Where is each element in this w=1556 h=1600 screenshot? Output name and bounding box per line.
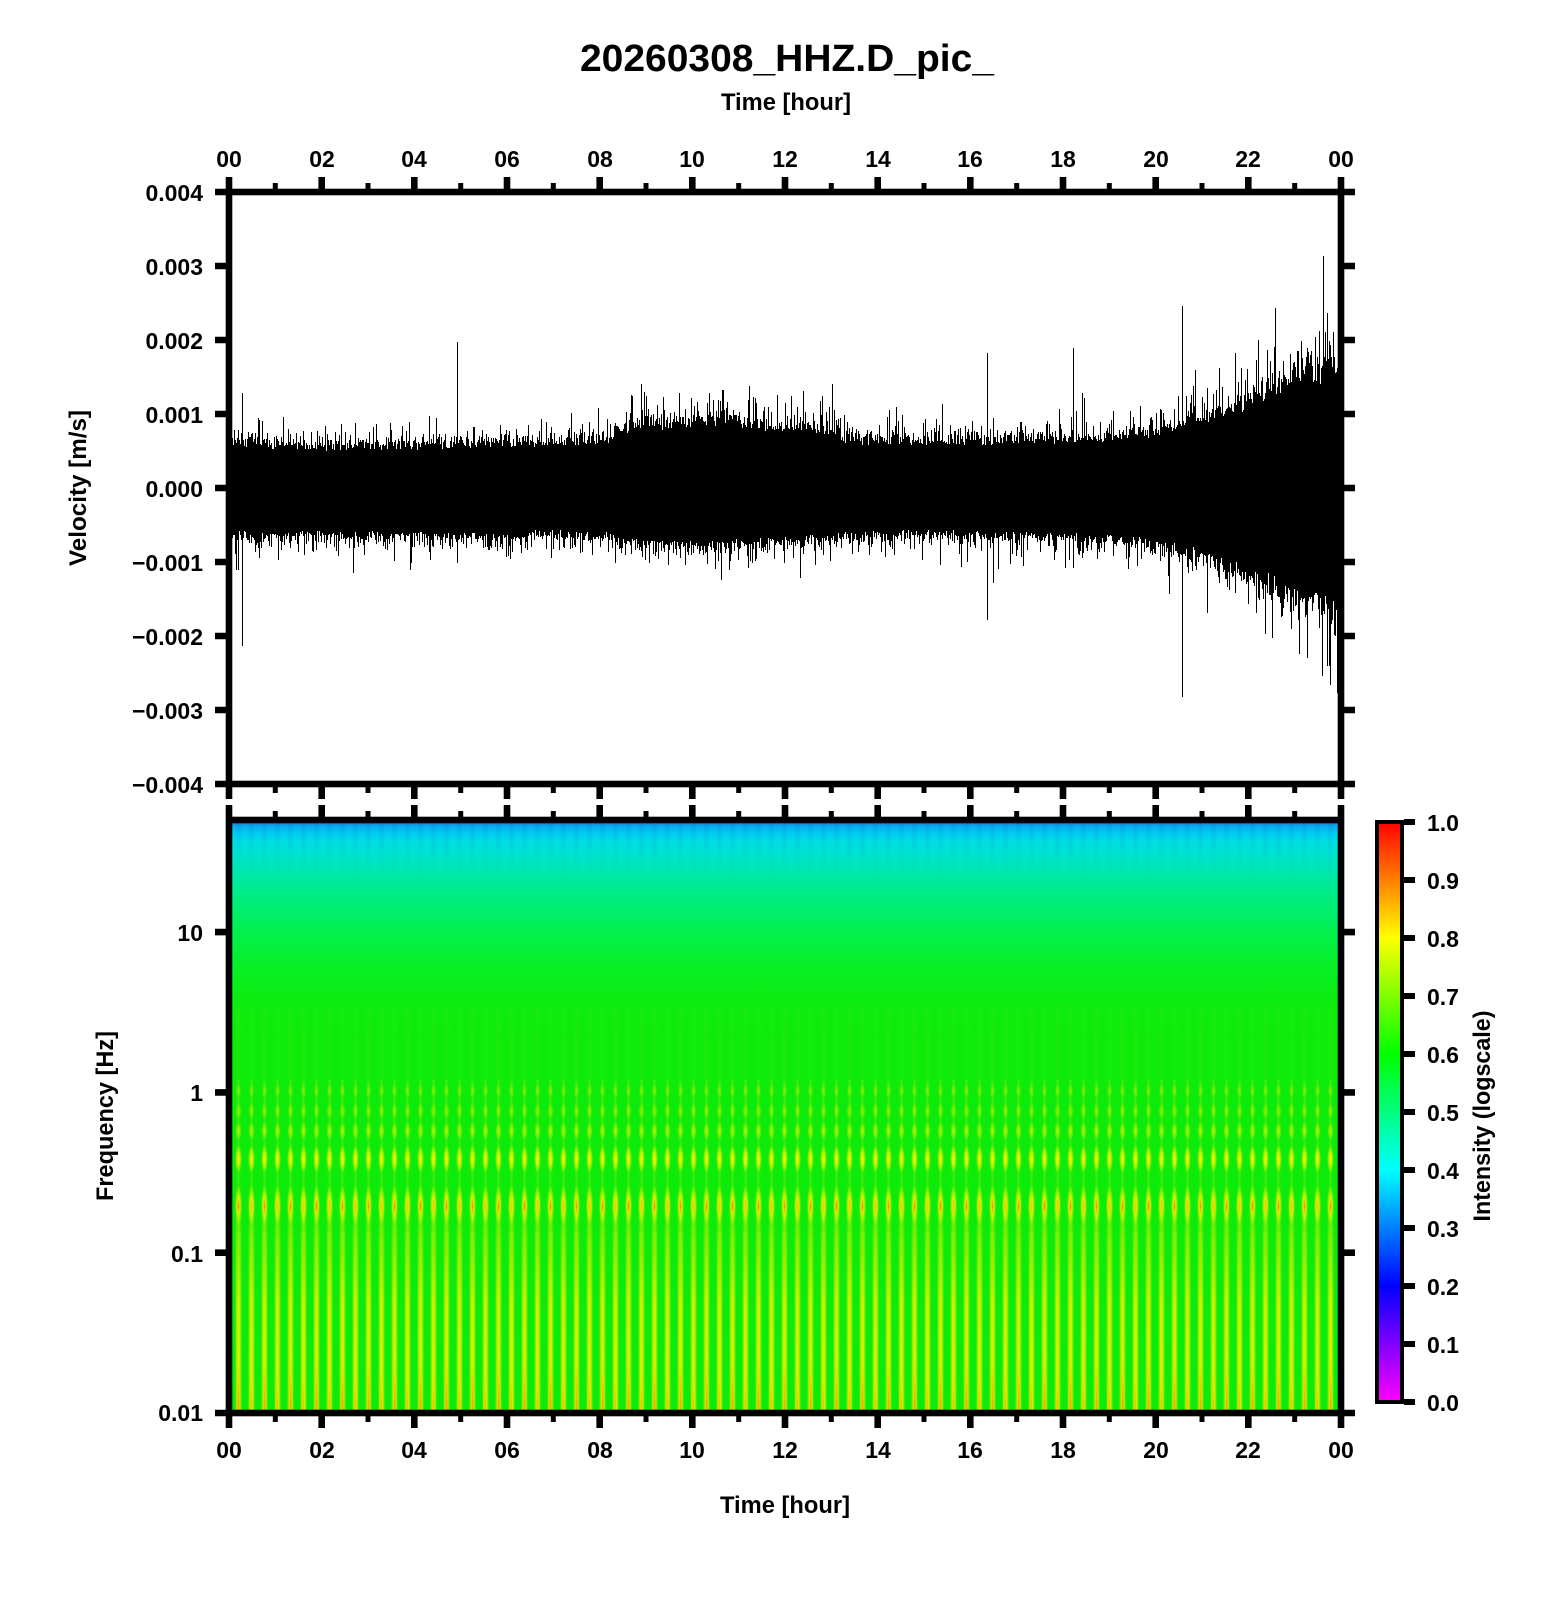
svg-text:−0.004: −0.004 — [132, 772, 203, 798]
svg-text:0.2: 0.2 — [1427, 1274, 1459, 1300]
svg-text:02: 02 — [309, 1437, 335, 1463]
svg-text:12: 12 — [772, 146, 798, 172]
svg-text:−0.003: −0.003 — [132, 698, 203, 724]
svg-text:14: 14 — [865, 1437, 891, 1463]
svg-text:20260308_HHZ.D_pic_: 20260308_HHZ.D_pic_ — [580, 38, 995, 80]
svg-text:16: 16 — [957, 146, 983, 172]
svg-text:08: 08 — [587, 1437, 613, 1463]
svg-text:0.6: 0.6 — [1427, 1042, 1459, 1068]
svg-text:Time [hour]: Time [hour] — [721, 89, 851, 116]
svg-text:Intensity (logscale): Intensity (logscale) — [1469, 1011, 1496, 1222]
svg-text:02: 02 — [309, 146, 335, 172]
svg-text:06: 06 — [494, 146, 520, 172]
svg-text:14: 14 — [865, 146, 891, 172]
svg-text:Time [hour]: Time [hour] — [720, 1492, 850, 1519]
svg-text:20: 20 — [1143, 1437, 1169, 1463]
svg-text:0.002: 0.002 — [145, 328, 203, 354]
svg-text:0.5: 0.5 — [1427, 1100, 1459, 1126]
svg-text:1.0: 1.0 — [1427, 810, 1459, 836]
svg-text:16: 16 — [957, 1437, 983, 1463]
svg-text:18: 18 — [1050, 1437, 1076, 1463]
svg-text:00: 00 — [1328, 146, 1354, 172]
svg-text:1: 1 — [190, 1080, 203, 1106]
svg-text:0.7: 0.7 — [1427, 984, 1459, 1010]
svg-text:0.8: 0.8 — [1427, 926, 1459, 952]
svg-text:−0.001: −0.001 — [132, 550, 203, 576]
svg-text:Velocity [m/s]: Velocity [m/s] — [65, 410, 92, 566]
svg-text:00: 00 — [216, 1437, 242, 1463]
svg-text:0.9: 0.9 — [1427, 868, 1459, 894]
svg-text:0.000: 0.000 — [145, 476, 203, 502]
svg-text:22: 22 — [1235, 1437, 1261, 1463]
svg-text:10: 10 — [679, 146, 705, 172]
svg-text:04: 04 — [401, 1437, 427, 1463]
svg-text:04: 04 — [401, 146, 427, 172]
svg-text:−0.002: −0.002 — [132, 624, 203, 650]
svg-text:0.4: 0.4 — [1427, 1158, 1459, 1184]
svg-text:0.1: 0.1 — [171, 1241, 203, 1267]
svg-text:00: 00 — [216, 146, 242, 172]
svg-text:0.001: 0.001 — [145, 402, 203, 428]
svg-text:Frequency [Hz]: Frequency [Hz] — [92, 1031, 119, 1201]
svg-text:0.004: 0.004 — [145, 180, 203, 206]
svg-text:0.1: 0.1 — [1427, 1332, 1459, 1358]
svg-text:10: 10 — [679, 1437, 705, 1463]
svg-text:0.003: 0.003 — [145, 254, 203, 280]
svg-text:0.0: 0.0 — [1427, 1390, 1459, 1416]
svg-text:18: 18 — [1050, 146, 1076, 172]
svg-text:10: 10 — [177, 920, 203, 946]
svg-text:20: 20 — [1143, 146, 1169, 172]
svg-text:08: 08 — [587, 146, 613, 172]
svg-text:0.3: 0.3 — [1427, 1216, 1459, 1242]
svg-text:0.01: 0.01 — [158, 1400, 203, 1426]
svg-text:22: 22 — [1235, 146, 1261, 172]
svg-text:06: 06 — [494, 1437, 520, 1463]
svg-text:00: 00 — [1328, 1437, 1354, 1463]
svg-text:12: 12 — [772, 1437, 798, 1463]
